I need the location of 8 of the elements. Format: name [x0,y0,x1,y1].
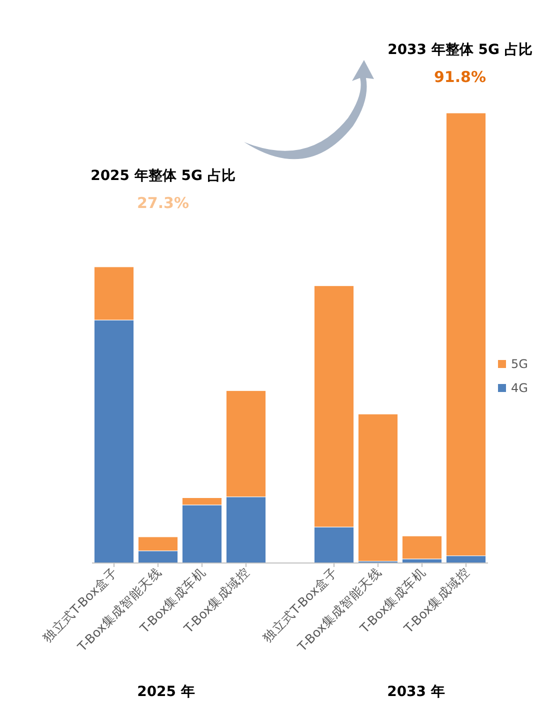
text: 2033 年整体 5G 占比 [388,42,532,58]
annotation: 2025 年整体 5G 占比 [90,168,236,184]
text: 2025 年 [137,684,195,700]
legend-label: 5G [511,357,528,371]
text: 2033 年 [387,684,445,700]
legend-label: 4G [511,381,528,395]
text: 91.8% [434,68,486,86]
annotation: 27.3% [136,194,190,212]
